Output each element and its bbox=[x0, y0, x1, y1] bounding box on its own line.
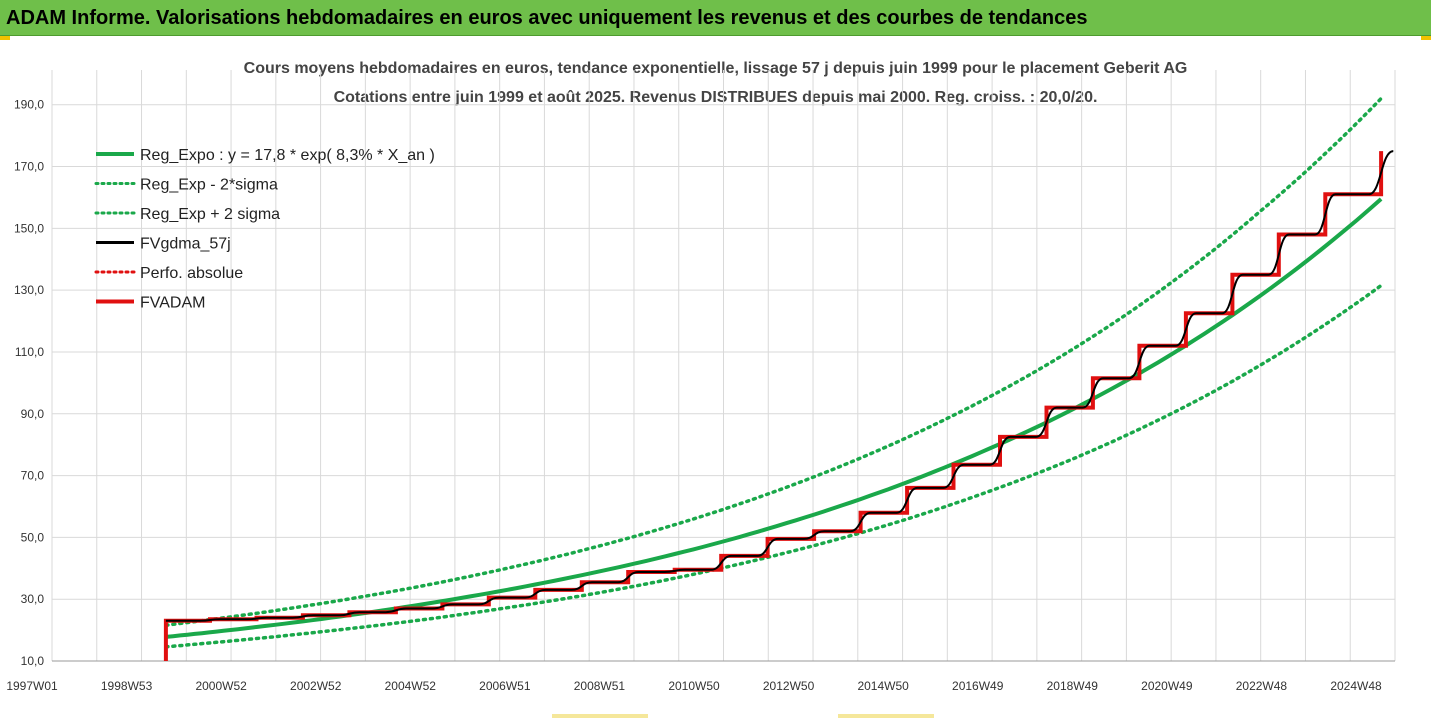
y-tick-label: 150,0 bbox=[14, 221, 44, 235]
x-tick-label: 1998W53 bbox=[101, 679, 153, 693]
x-tick-label: 2000W52 bbox=[195, 679, 247, 693]
y-tick-label: 30,0 bbox=[21, 592, 45, 606]
series-reg-expo bbox=[165, 197, 1383, 639]
y-tick-label: 110,0 bbox=[15, 345, 44, 359]
corner-mark-top-right bbox=[1421, 36, 1431, 40]
x-tick-label: 2002W52 bbox=[290, 679, 342, 693]
x-tick-label: 2014W50 bbox=[857, 679, 909, 693]
legend-label: FVgdma_57j bbox=[140, 236, 231, 253]
report-banner: ADAM Informe. Valorisations hebdomadaire… bbox=[0, 0, 1431, 36]
x-tick-label: 1997W01 bbox=[6, 679, 58, 693]
series-fvadam bbox=[163, 151, 1384, 661]
y-tick-label: 90,0 bbox=[21, 407, 45, 421]
chart-title: Cours moyens hebdomadaires en euros, ten… bbox=[243, 60, 1188, 77]
x-tick-label: 2024W48 bbox=[1330, 679, 1382, 693]
x-tick-label: 2022W48 bbox=[1236, 679, 1288, 693]
corner-mark-top-left bbox=[0, 36, 10, 40]
y-tick-label: 170,0 bbox=[14, 160, 44, 174]
legend-label: Reg_Exp - 2*sigma bbox=[140, 177, 278, 194]
y-tick-label: 130,0 bbox=[14, 283, 44, 297]
y-tick-label: 190,0 bbox=[14, 98, 44, 112]
y-tick-label: 50,0 bbox=[21, 530, 45, 544]
y-tick-label: 10,0 bbox=[21, 654, 45, 668]
chart-subtitle: Cotations entre juin 1999 et août 2025. … bbox=[333, 89, 1098, 106]
x-tick-label: 2008W51 bbox=[574, 679, 626, 693]
report-banner-title: ADAM Informe. Valorisations hebdomadaire… bbox=[6, 7, 1088, 29]
legend-label: Reg_Exp + 2 sigma bbox=[140, 206, 280, 223]
legend-label: Perfo. absolue bbox=[140, 265, 243, 282]
corner-mark-bottom-mid2 bbox=[838, 714, 934, 718]
x-tick-label: 2018W49 bbox=[1047, 679, 1099, 693]
series-reg-exp-minus-2sigma bbox=[164, 283, 1383, 649]
legend-label: Reg_Expo : y = 17,8 * exp( 8,3% * X_an ) bbox=[140, 147, 435, 164]
corner-mark-bottom-mid1 bbox=[552, 714, 648, 718]
series-reg-exp-plus-2sigma bbox=[164, 96, 1383, 627]
series-fvgdma-57j bbox=[165, 150, 1394, 622]
legend-label: FVADAM bbox=[140, 295, 205, 312]
x-tick-label: 2010W50 bbox=[668, 679, 720, 693]
x-tick-label: 2004W52 bbox=[385, 679, 437, 693]
x-tick-label: 2016W49 bbox=[952, 679, 1004, 693]
x-tick-label: 2012W50 bbox=[763, 679, 815, 693]
x-tick-label: 2020W49 bbox=[1141, 679, 1193, 693]
y-tick-label: 70,0 bbox=[21, 469, 45, 483]
chart-area: Cours moyens hebdomadaires en euros, ten… bbox=[0, 40, 1431, 718]
x-tick-label: 2006W51 bbox=[479, 679, 531, 693]
